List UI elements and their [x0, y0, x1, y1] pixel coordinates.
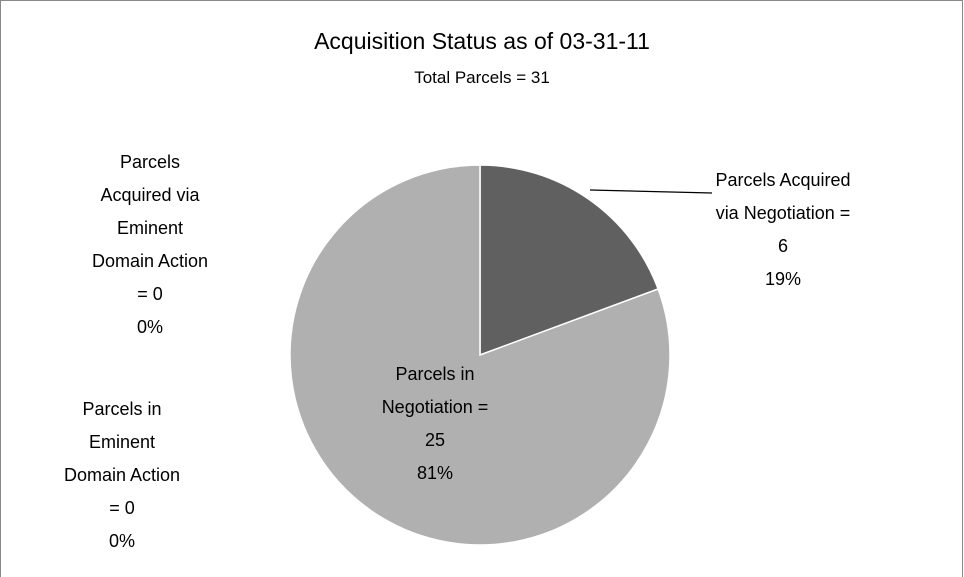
percent-label: 0%: [136, 317, 163, 337]
percent-label: 19%: [764, 269, 802, 289]
data-label: Parcels in Eminent Domain Action = 0 0%: [57, 393, 187, 558]
data-label: Parcels Acquired via Eminent Domain Acti…: [85, 146, 215, 344]
value-label: 6: [777, 236, 788, 256]
pie: [289, 164, 671, 546]
value-label: 25: [424, 430, 446, 450]
category-label: Parcels in Eminent Domain Action: [63, 399, 181, 485]
chart-title: Acquisition Status as of 03-31-11: [314, 28, 650, 54]
value-label: 0: [124, 498, 135, 518]
leader-line: [589, 189, 713, 194]
label-separator: =: [477, 397, 489, 417]
percent-label: 0%: [108, 531, 135, 551]
data-label: Parcels in Negotiation = 25 81%: [360, 358, 510, 490]
label-separator: =: [137, 284, 148, 304]
label-separator: =: [109, 498, 120, 518]
category-label: Parcels Acquired via Negotiation: [715, 170, 851, 223]
pie-slice: [289, 164, 671, 546]
category-label: Parcels in Negotiation: [381, 364, 475, 417]
pie-slice: [479, 164, 660, 357]
value-label: 0: [152, 284, 163, 304]
category-label: Parcels Acquired via Eminent Domain Acti…: [91, 152, 209, 271]
data-label: Parcels Acquired via Negotiation = 6 19%: [708, 164, 858, 296]
chart-subtitle: Total Parcels = 31: [414, 68, 550, 87]
percent-label: 81%: [416, 463, 454, 483]
label-separator: =: [839, 203, 851, 223]
